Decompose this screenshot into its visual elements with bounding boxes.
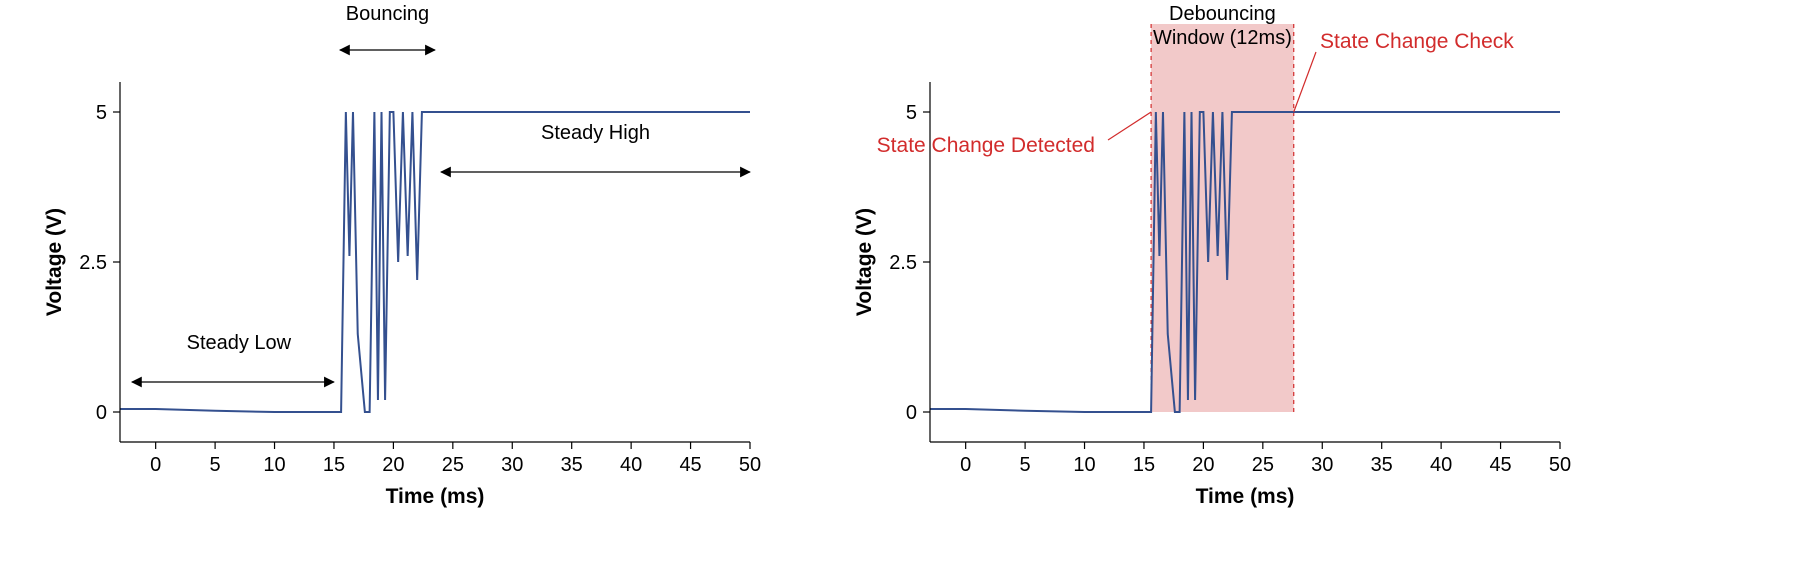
x-tick-label: 5: [210, 454, 221, 476]
figure-svg: 0510152025303540455002.55Time (ms)Voltag…: [0, 0, 1799, 572]
state-check-leader: [1294, 52, 1316, 112]
x-tick-label: 40: [620, 454, 642, 476]
y-tick-label: 5: [906, 102, 917, 124]
y-axis-label: Voltage (V): [43, 208, 66, 316]
x-tick-label: 25: [1252, 454, 1274, 476]
y-tick-label: 2.5: [889, 252, 917, 274]
steady-low-label: Steady Low: [187, 332, 292, 354]
x-tick-label: 0: [960, 454, 971, 476]
x-tick-label: 5: [1020, 454, 1031, 476]
x-axis-label: Time (ms): [1196, 485, 1295, 508]
x-tick-label: 45: [679, 454, 701, 476]
x-tick-label: 0: [150, 454, 161, 476]
x-tick-label: 10: [1073, 454, 1095, 476]
y-tick-label: 2.5: [79, 252, 107, 274]
x-tick-label: 20: [1192, 454, 1214, 476]
y-tick-label: 5: [96, 102, 107, 124]
y-tick-label: 0: [906, 402, 917, 424]
x-tick-label: 30: [1311, 454, 1333, 476]
x-tick-label: 25: [442, 454, 464, 476]
state-detected-label: State Change Detected: [877, 134, 1095, 157]
x-axis-label: Time (ms): [386, 485, 485, 508]
debounce-window-rect: [1151, 24, 1294, 412]
x-tick-label: 50: [739, 454, 761, 476]
x-tick-label: 50: [1549, 454, 1571, 476]
x-tick-label: 35: [561, 454, 583, 476]
x-tick-label: 40: [1430, 454, 1452, 476]
right-chart: 0 5 10 15 20 25 30 35 40 45 50 0 2.5 5 Time (ms) Voltag…: [853, 3, 1571, 508]
bouncing-label: Bouncing: [346, 3, 429, 25]
left-chart: 0 5 10 15 20 25 30 35 40 45 50 0 2.5 5 Time (ms) Voltag…: [43, 3, 761, 508]
y-tick-label: 0: [96, 402, 107, 424]
steady-high-label: Steady High: [541, 122, 650, 144]
x-tick-label: 35: [1371, 454, 1393, 476]
debounce-window-label-2: Window (12ms): [1153, 27, 1292, 49]
x-tick-label: 10: [263, 454, 285, 476]
x-tick-label: 20: [382, 454, 404, 476]
signal-line: [120, 112, 750, 412]
state-detected-leader: [1108, 112, 1151, 140]
x-tick-label: 45: [1489, 454, 1511, 476]
debounce-window-label-1: Debouncing: [1169, 3, 1276, 25]
figure-wrap: 0510152025303540455002.55Time (ms)Voltag…: [0, 0, 1799, 572]
x-tick-label: 15: [1133, 454, 1155, 476]
y-axis-label: Voltage (V): [853, 208, 876, 316]
state-check-label: State Change Check: [1320, 30, 1514, 53]
x-tick-label: 15: [323, 454, 345, 476]
x-tick-label: 30: [501, 454, 523, 476]
